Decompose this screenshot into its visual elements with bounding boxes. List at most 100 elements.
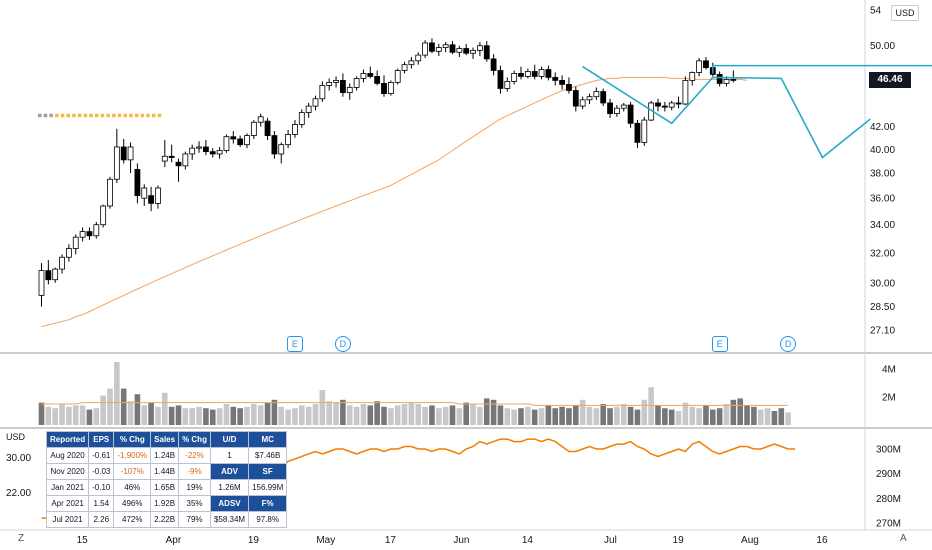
cell-sales-chg: 19% — [178, 479, 211, 496]
volume-bar — [353, 406, 360, 425]
dividend-event-marker[interactable]: D — [334, 336, 351, 352]
header-reported: Reported — [45, 431, 90, 448]
marker-dot — [152, 113, 156, 118]
candle-body — [429, 42, 435, 52]
volume-bar — [251, 404, 257, 425]
cell-date: Apr 2021 — [45, 495, 90, 512]
adv-label: ADV — [209, 463, 250, 480]
cell-eps-chg: 496% — [113, 495, 152, 512]
candle-body — [250, 121, 257, 136]
cell-date: Jul 2021 — [45, 511, 90, 528]
marker-dot — [55, 113, 59, 118]
table-row: Jan 2021 -0.10 46% 1.65B 19% 1.26M 156.9… — [45, 479, 288, 496]
candle-body — [339, 80, 346, 93]
earnings-event-marker[interactable]: E — [711, 336, 728, 352]
candle-body — [196, 146, 202, 149]
rs-axis-label: 290M — [876, 469, 901, 480]
volume-bar — [456, 408, 463, 425]
cell-sales: 1.24B — [150, 447, 180, 464]
candle-body — [675, 102, 682, 105]
candle-body — [278, 144, 285, 155]
volume-bar — [175, 405, 182, 425]
price-axis-label: 36.00 — [870, 194, 895, 205]
table-row: Jul 2021 2.26 472% 2.22B 79% $58.34M 97.… — [45, 511, 288, 528]
marker-dot — [129, 113, 133, 118]
cell-eps: 1.54 — [88, 495, 115, 512]
cell-sales-chg: 35% — [178, 495, 211, 512]
volume-bar — [477, 406, 483, 425]
volume-bar — [168, 406, 175, 425]
candle-body — [661, 105, 668, 108]
volume-bar — [573, 405, 579, 425]
volume-bar — [689, 406, 696, 425]
candle-body — [202, 146, 209, 153]
axis-labels: 5450.0046.0042.0040.0038.0036.0034.0032.… — [6, 6, 901, 547]
f-label: F% — [248, 495, 288, 512]
table-header-row: Reported EPS % Chg Sales % Chg U/D MC — [45, 431, 288, 448]
candle-body — [593, 91, 600, 98]
volume-bar — [360, 404, 367, 425]
marker-dot — [60, 113, 65, 118]
volume-bar — [346, 405, 353, 425]
time-axis-label: Aug — [741, 535, 759, 546]
marker-dot — [89, 113, 93, 118]
volume-bar — [271, 399, 278, 425]
moving-average-line — [41, 76, 748, 328]
candle-body — [127, 146, 134, 161]
price-axis-label: 27.10 — [870, 326, 895, 337]
cell-eps: 2.26 — [88, 511, 115, 528]
cell-date: Aug 2020 — [45, 447, 90, 464]
currency-tag[interactable]: USD — [891, 5, 919, 21]
candle-body — [531, 71, 538, 77]
volume-bar — [305, 406, 312, 425]
price-axis-label: 32.00 — [870, 248, 895, 259]
volume-bar — [771, 411, 778, 425]
candle-body — [504, 81, 511, 89]
candle-body — [408, 60, 415, 66]
pattern-layer — [582, 64, 932, 159]
candle-body — [566, 84, 572, 91]
volume-bar — [586, 406, 593, 425]
cell-sales-chg: -9% — [178, 463, 211, 480]
candle-body — [641, 119, 648, 143]
cell-eps: -0.10 — [88, 479, 115, 496]
volume-bar — [189, 408, 195, 425]
volume-bar — [86, 409, 93, 425]
earnings-event-marker[interactable]: E — [286, 336, 303, 352]
dividend-event-marker[interactable]: D — [780, 336, 797, 352]
volume-bar — [120, 388, 127, 425]
volume-bar — [299, 405, 305, 425]
candle-body — [682, 80, 689, 105]
candle-body — [655, 102, 661, 107]
volume-bar — [93, 408, 100, 425]
time-axis-label: 17 — [385, 535, 397, 546]
marker-dot — [83, 113, 88, 118]
volume-bar — [257, 405, 264, 425]
volume-bar — [723, 404, 730, 425]
cell-eps-chg: -107% — [113, 463, 152, 480]
candle-body — [689, 72, 696, 81]
cell-sales-chg: 79% — [178, 511, 211, 528]
volume-bar — [244, 406, 250, 425]
zoom-corner-left[interactable]: Z — [18, 533, 25, 544]
auto-scale-corner[interactable]: A — [900, 533, 907, 544]
volume-bar — [641, 399, 648, 425]
candle-body — [387, 82, 394, 94]
candle-body — [100, 205, 107, 226]
volume-bar — [278, 406, 285, 425]
left-axis-label: 30.00 — [6, 453, 31, 464]
volume-bar — [223, 404, 230, 425]
candle-body — [292, 124, 298, 135]
volume-bar — [340, 399, 346, 425]
candle-body — [470, 49, 476, 54]
time-axis-label: 16 — [816, 535, 828, 546]
volume-bar — [100, 395, 106, 425]
candle-body — [586, 96, 593, 101]
candles-layer — [38, 38, 737, 307]
marker-dot — [95, 113, 99, 118]
left-axis-label: 22.00 — [6, 488, 31, 499]
header-mc: MC — [248, 431, 288, 448]
candle-body — [614, 107, 620, 114]
marker-dot — [72, 113, 76, 118]
